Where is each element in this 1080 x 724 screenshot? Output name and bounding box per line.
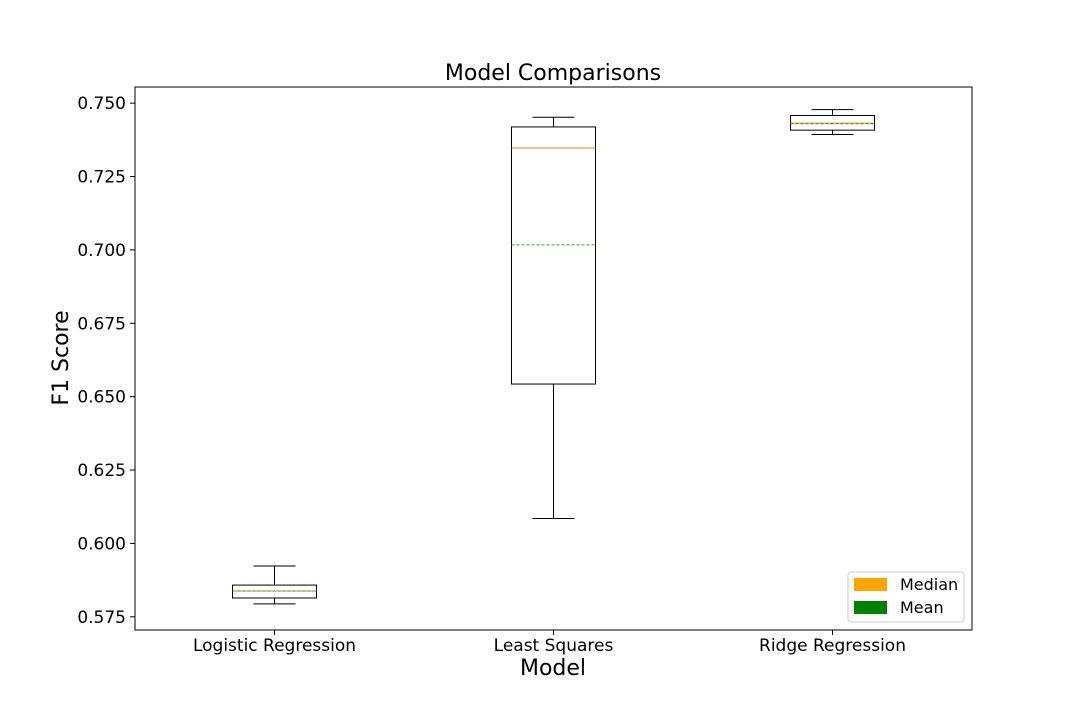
box-iqr — [511, 126, 596, 385]
y-axis-label: F1 Score — [49, 310, 74, 405]
y-tick-label: 0.575 — [77, 608, 126, 628]
x-tick-label: Least Squares — [494, 636, 614, 656]
legend: Median Mean — [847, 571, 965, 623]
y-tick-label: 0.650 — [77, 388, 126, 408]
y-tick-label: 0.625 — [77, 461, 126, 481]
legend-swatch-mean — [854, 601, 887, 614]
legend-label-mean: Mean — [900, 598, 944, 617]
y-tick-label: 0.750 — [77, 94, 126, 114]
box-iqr — [232, 584, 317, 599]
box-series — [232, 109, 875, 605]
box-plot-item — [232, 565, 317, 605]
y-tick-label: 0.700 — [77, 241, 126, 261]
chart-title: Model Comparisons — [445, 61, 661, 86]
legend-label-median: Median — [900, 575, 958, 594]
y-tick-label: 0.675 — [77, 314, 126, 334]
y-tick-label: 0.725 — [77, 168, 126, 188]
y-axis: 0.575 0.600 0.625 0.650 0.675 0.700 0.725 0.750 — [77, 94, 135, 628]
y-tick-label: 0.600 — [77, 534, 126, 554]
x-tick-label: Ridge Regression — [759, 636, 906, 656]
x-axis-label: Model — [520, 656, 586, 681]
x-axis: Logistic Regression Least Squares Ridge Re… — [193, 630, 906, 656]
x-tick-label: Logistic Regression — [193, 636, 356, 656]
legend-swatch-median — [854, 578, 887, 591]
box-plot-item — [790, 109, 875, 136]
box-plot-item — [511, 116, 596, 519]
